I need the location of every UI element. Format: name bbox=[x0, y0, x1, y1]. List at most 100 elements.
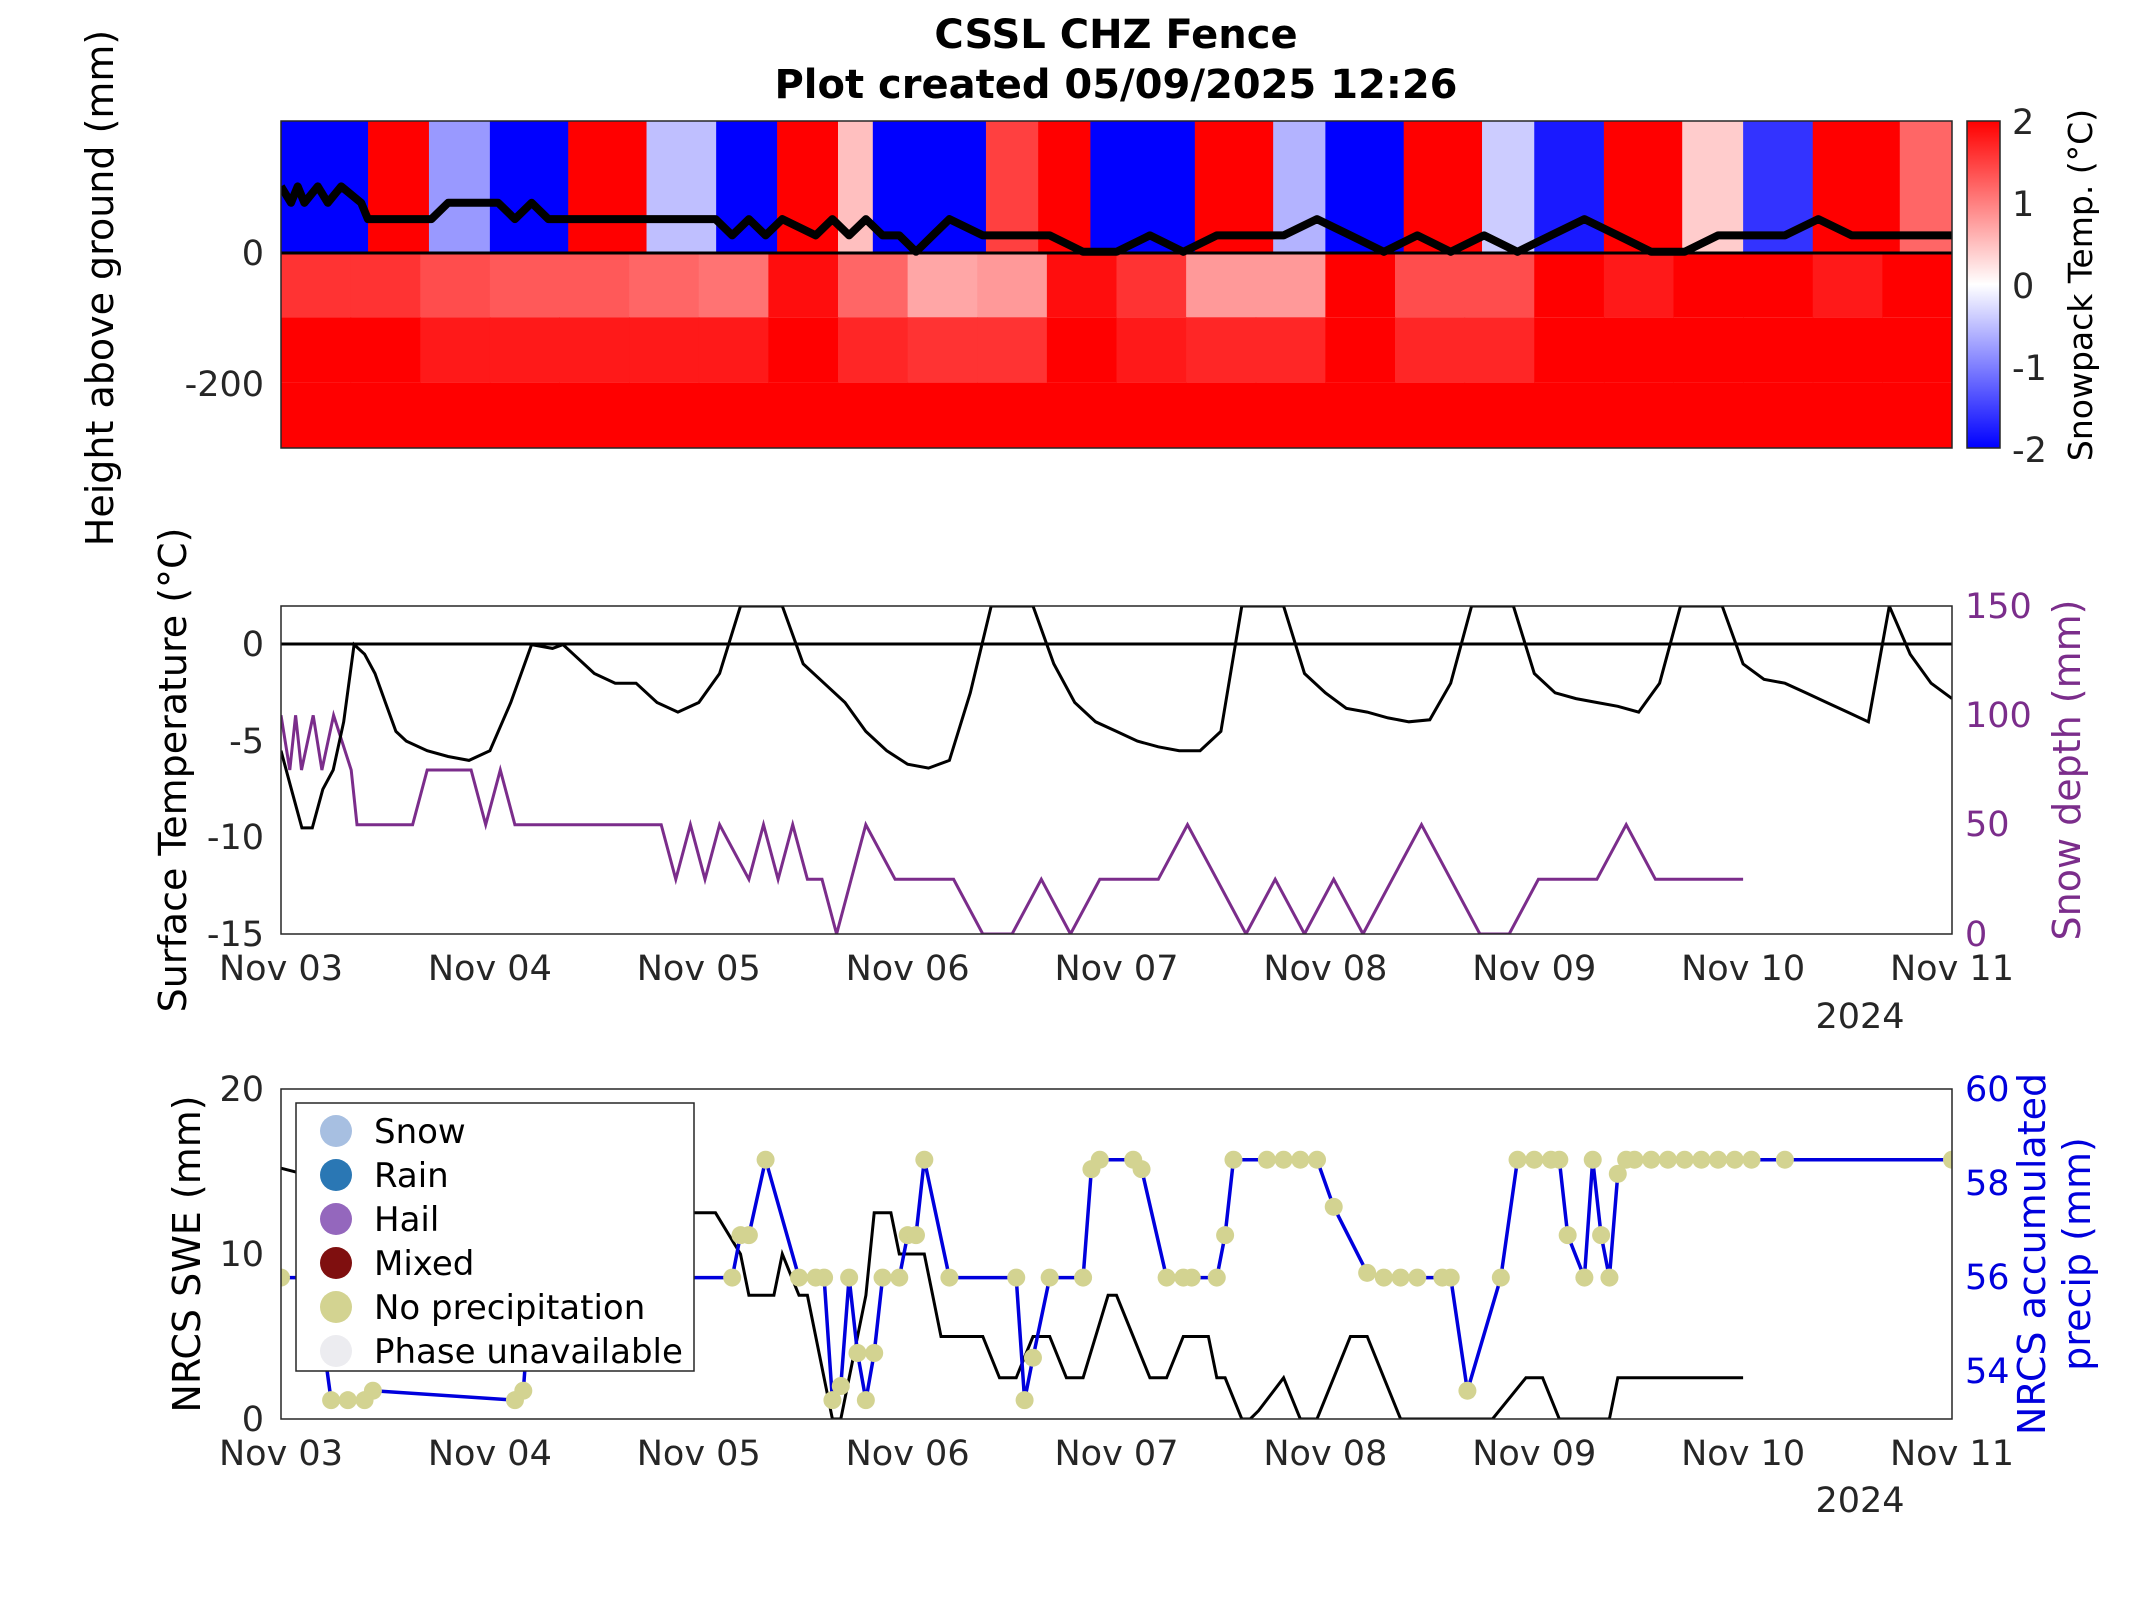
legend-unavailable-label: Phase unavailable bbox=[374, 1332, 683, 1372]
heatmap-cell-layer0-3 bbox=[489, 251, 560, 318]
heatmap-cell-layer1-14 bbox=[1255, 317, 1326, 383]
heatmap-cell-above-20 bbox=[1682, 121, 1744, 252]
heatmap-cell-layer2-21 bbox=[1743, 382, 1814, 448]
legend-no-precip-label: No precipitation bbox=[374, 1288, 645, 1328]
heatmap-cell-layer0-22 bbox=[1812, 251, 1883, 318]
precip-phase-markers bbox=[281, 1150, 1952, 1410]
heatmap-cell-layer1-4 bbox=[559, 317, 630, 383]
heatmap-cell-layer0-5 bbox=[629, 251, 700, 318]
precip-marker-12 bbox=[756, 1150, 775, 1169]
heatmap-cell-layer2-13 bbox=[1186, 382, 1257, 448]
precip-marker-36 bbox=[1132, 1160, 1151, 1179]
precip-marker-40 bbox=[1207, 1268, 1226, 1287]
chart-title: CSSL CHZ Fence bbox=[934, 12, 1297, 58]
precip-marker-68 bbox=[1642, 1150, 1661, 1169]
precip-marker-51 bbox=[1408, 1268, 1427, 1287]
heatmap-cell-layer1-3 bbox=[489, 317, 560, 383]
surface-temp-xtick-1: Nov 04 bbox=[428, 949, 552, 989]
heatmap-cell-layer0-11 bbox=[1046, 251, 1117, 318]
precip-marker-69 bbox=[1658, 1150, 1677, 1169]
precip-marker-76 bbox=[1943, 1150, 1952, 1169]
surface-temp-ytick-minus5: -5 bbox=[229, 722, 264, 762]
legend-mixed-label: Mixed bbox=[374, 1244, 474, 1284]
precip-marker-64 bbox=[1600, 1268, 1619, 1287]
snowpack-heatmap-panel: 0 -200 2 1 0 -1 -2 Snowpack Temp. (°C) H… bbox=[78, 30, 2100, 547]
swe-x-ticks: Nov 03 Nov 04 Nov 05 Nov 06 Nov 07 Nov 08 Nov … bbox=[219, 1434, 2014, 1474]
precip-marker-54 bbox=[1458, 1381, 1477, 1400]
heatmap-cell-above-22 bbox=[1812, 121, 1901, 252]
heatmap-cell-layer1-6 bbox=[698, 317, 769, 383]
heatmap-cell-layer0-0 bbox=[281, 251, 352, 318]
heatmap-cell-layer1-7 bbox=[768, 317, 839, 383]
precip-marker-67 bbox=[1625, 1150, 1644, 1169]
surface-temp-ytick-0: 0 bbox=[242, 625, 264, 665]
swe-axes-frame bbox=[280, 1088, 1953, 1420]
heatmap-cell-layer1-21 bbox=[1743, 317, 1814, 383]
precip-marker-3 bbox=[338, 1391, 357, 1410]
heatmap-cell-layer0-18 bbox=[1534, 251, 1605, 318]
heatmap-cell-layer1-8 bbox=[838, 317, 909, 383]
precip-marker-63 bbox=[1592, 1226, 1611, 1245]
heatmap-cell-above-19 bbox=[1603, 121, 1683, 252]
heatmap-cell-layer2-14 bbox=[1255, 382, 1326, 448]
heatmap-cell-layer1-10 bbox=[977, 317, 1048, 383]
swe-xtick-7: Nov 10 bbox=[1681, 1434, 1805, 1474]
heatmap-cell-above-12 bbox=[1090, 121, 1196, 252]
precip-marker-0 bbox=[281, 1268, 290, 1287]
legend-unavailable-marker bbox=[320, 1335, 352, 1367]
heatmap-cell-layer0-10 bbox=[977, 251, 1048, 318]
swe-xtick-4: Nov 07 bbox=[1055, 1434, 1179, 1474]
precip-marker-70 bbox=[1675, 1150, 1694, 1169]
precip-marker-27 bbox=[940, 1268, 959, 1287]
heatmap-cell-layer2-22 bbox=[1812, 382, 1883, 448]
heatmap-cell-layer2-0 bbox=[281, 382, 352, 448]
snow-depth-ytick-100: 100 bbox=[1965, 696, 2032, 736]
surface-temp-panel: 0 -5 -10 -15 150 100 50 0 Nov 03 Nov 04 No… bbox=[151, 528, 2089, 1037]
heatmap-cell-above-11 bbox=[1038, 121, 1091, 252]
surface-temp-xtick-0: Nov 03 bbox=[219, 949, 343, 989]
swe-xtick-1: Nov 04 bbox=[428, 1434, 552, 1474]
heatmap-cell-above-16 bbox=[1403, 121, 1483, 252]
heatmap-cell-layer2-15 bbox=[1325, 382, 1396, 448]
precip-marker-73 bbox=[1725, 1150, 1744, 1169]
heatmap-cell-layer2-16 bbox=[1395, 382, 1466, 448]
precip-marker-71 bbox=[1692, 1150, 1711, 1169]
heatmap-cell-layer0-12 bbox=[1116, 251, 1187, 318]
heatmap-cell-layer1-5 bbox=[629, 317, 700, 383]
heatmap-cell-layer1-22 bbox=[1812, 317, 1883, 383]
precip-marker-11 bbox=[739, 1226, 758, 1245]
precip-marker-30 bbox=[1023, 1348, 1042, 1367]
heatmap-cell-layer2-6 bbox=[698, 382, 769, 448]
precip-marker-2 bbox=[322, 1391, 341, 1410]
heatmap-cell-layer0-20 bbox=[1673, 251, 1744, 318]
heatmap-cell-layer1-11 bbox=[1046, 317, 1117, 383]
swe-xtick-5: Nov 08 bbox=[1263, 1434, 1387, 1474]
precip-marker-39 bbox=[1182, 1268, 1201, 1287]
swe-xtick-6: Nov 09 bbox=[1472, 1434, 1596, 1474]
heatmap-cell-layer1-12 bbox=[1116, 317, 1187, 383]
heatmap-y-axis-label: Height above ground (mm) bbox=[78, 30, 122, 547]
precip-phase-legend: Snow Rain Hail Mixed No precipitation Ph… bbox=[295, 1102, 695, 1372]
precip-marker-28 bbox=[1007, 1268, 1026, 1287]
chart-subtitle: Plot created 05/09/2025 12:26 bbox=[774, 62, 1457, 108]
heatmap-cell-above-1 bbox=[368, 121, 430, 252]
legend-hail-marker bbox=[320, 1203, 352, 1235]
surface-temp-xtick-3: Nov 06 bbox=[846, 949, 970, 989]
precip-ytick-60: 60 bbox=[1965, 1070, 2010, 1110]
surface-temp-xtick-2: Nov 05 bbox=[637, 949, 761, 989]
precip-marker-32 bbox=[1074, 1268, 1093, 1287]
heatmap-cell-layer2-20 bbox=[1673, 382, 1744, 448]
precip-marker-57 bbox=[1525, 1150, 1544, 1169]
legend-rain-label: Rain bbox=[374, 1156, 449, 1196]
precip-marker-25 bbox=[906, 1226, 925, 1245]
heatmap-cell-layer1-9 bbox=[907, 317, 978, 383]
precip-marker-7 bbox=[514, 1381, 533, 1400]
precip-marker-53 bbox=[1441, 1268, 1460, 1287]
precip-marker-20 bbox=[856, 1391, 875, 1410]
precip-marker-47 bbox=[1324, 1197, 1343, 1216]
swe-y-axis-label: NRCS SWE (mm) bbox=[165, 1095, 209, 1412]
precip-marker-43 bbox=[1257, 1150, 1276, 1169]
precip-marker-65 bbox=[1608, 1164, 1627, 1183]
precip-marker-49 bbox=[1374, 1268, 1393, 1287]
snow-depth-ytick-150: 150 bbox=[1965, 587, 2032, 627]
